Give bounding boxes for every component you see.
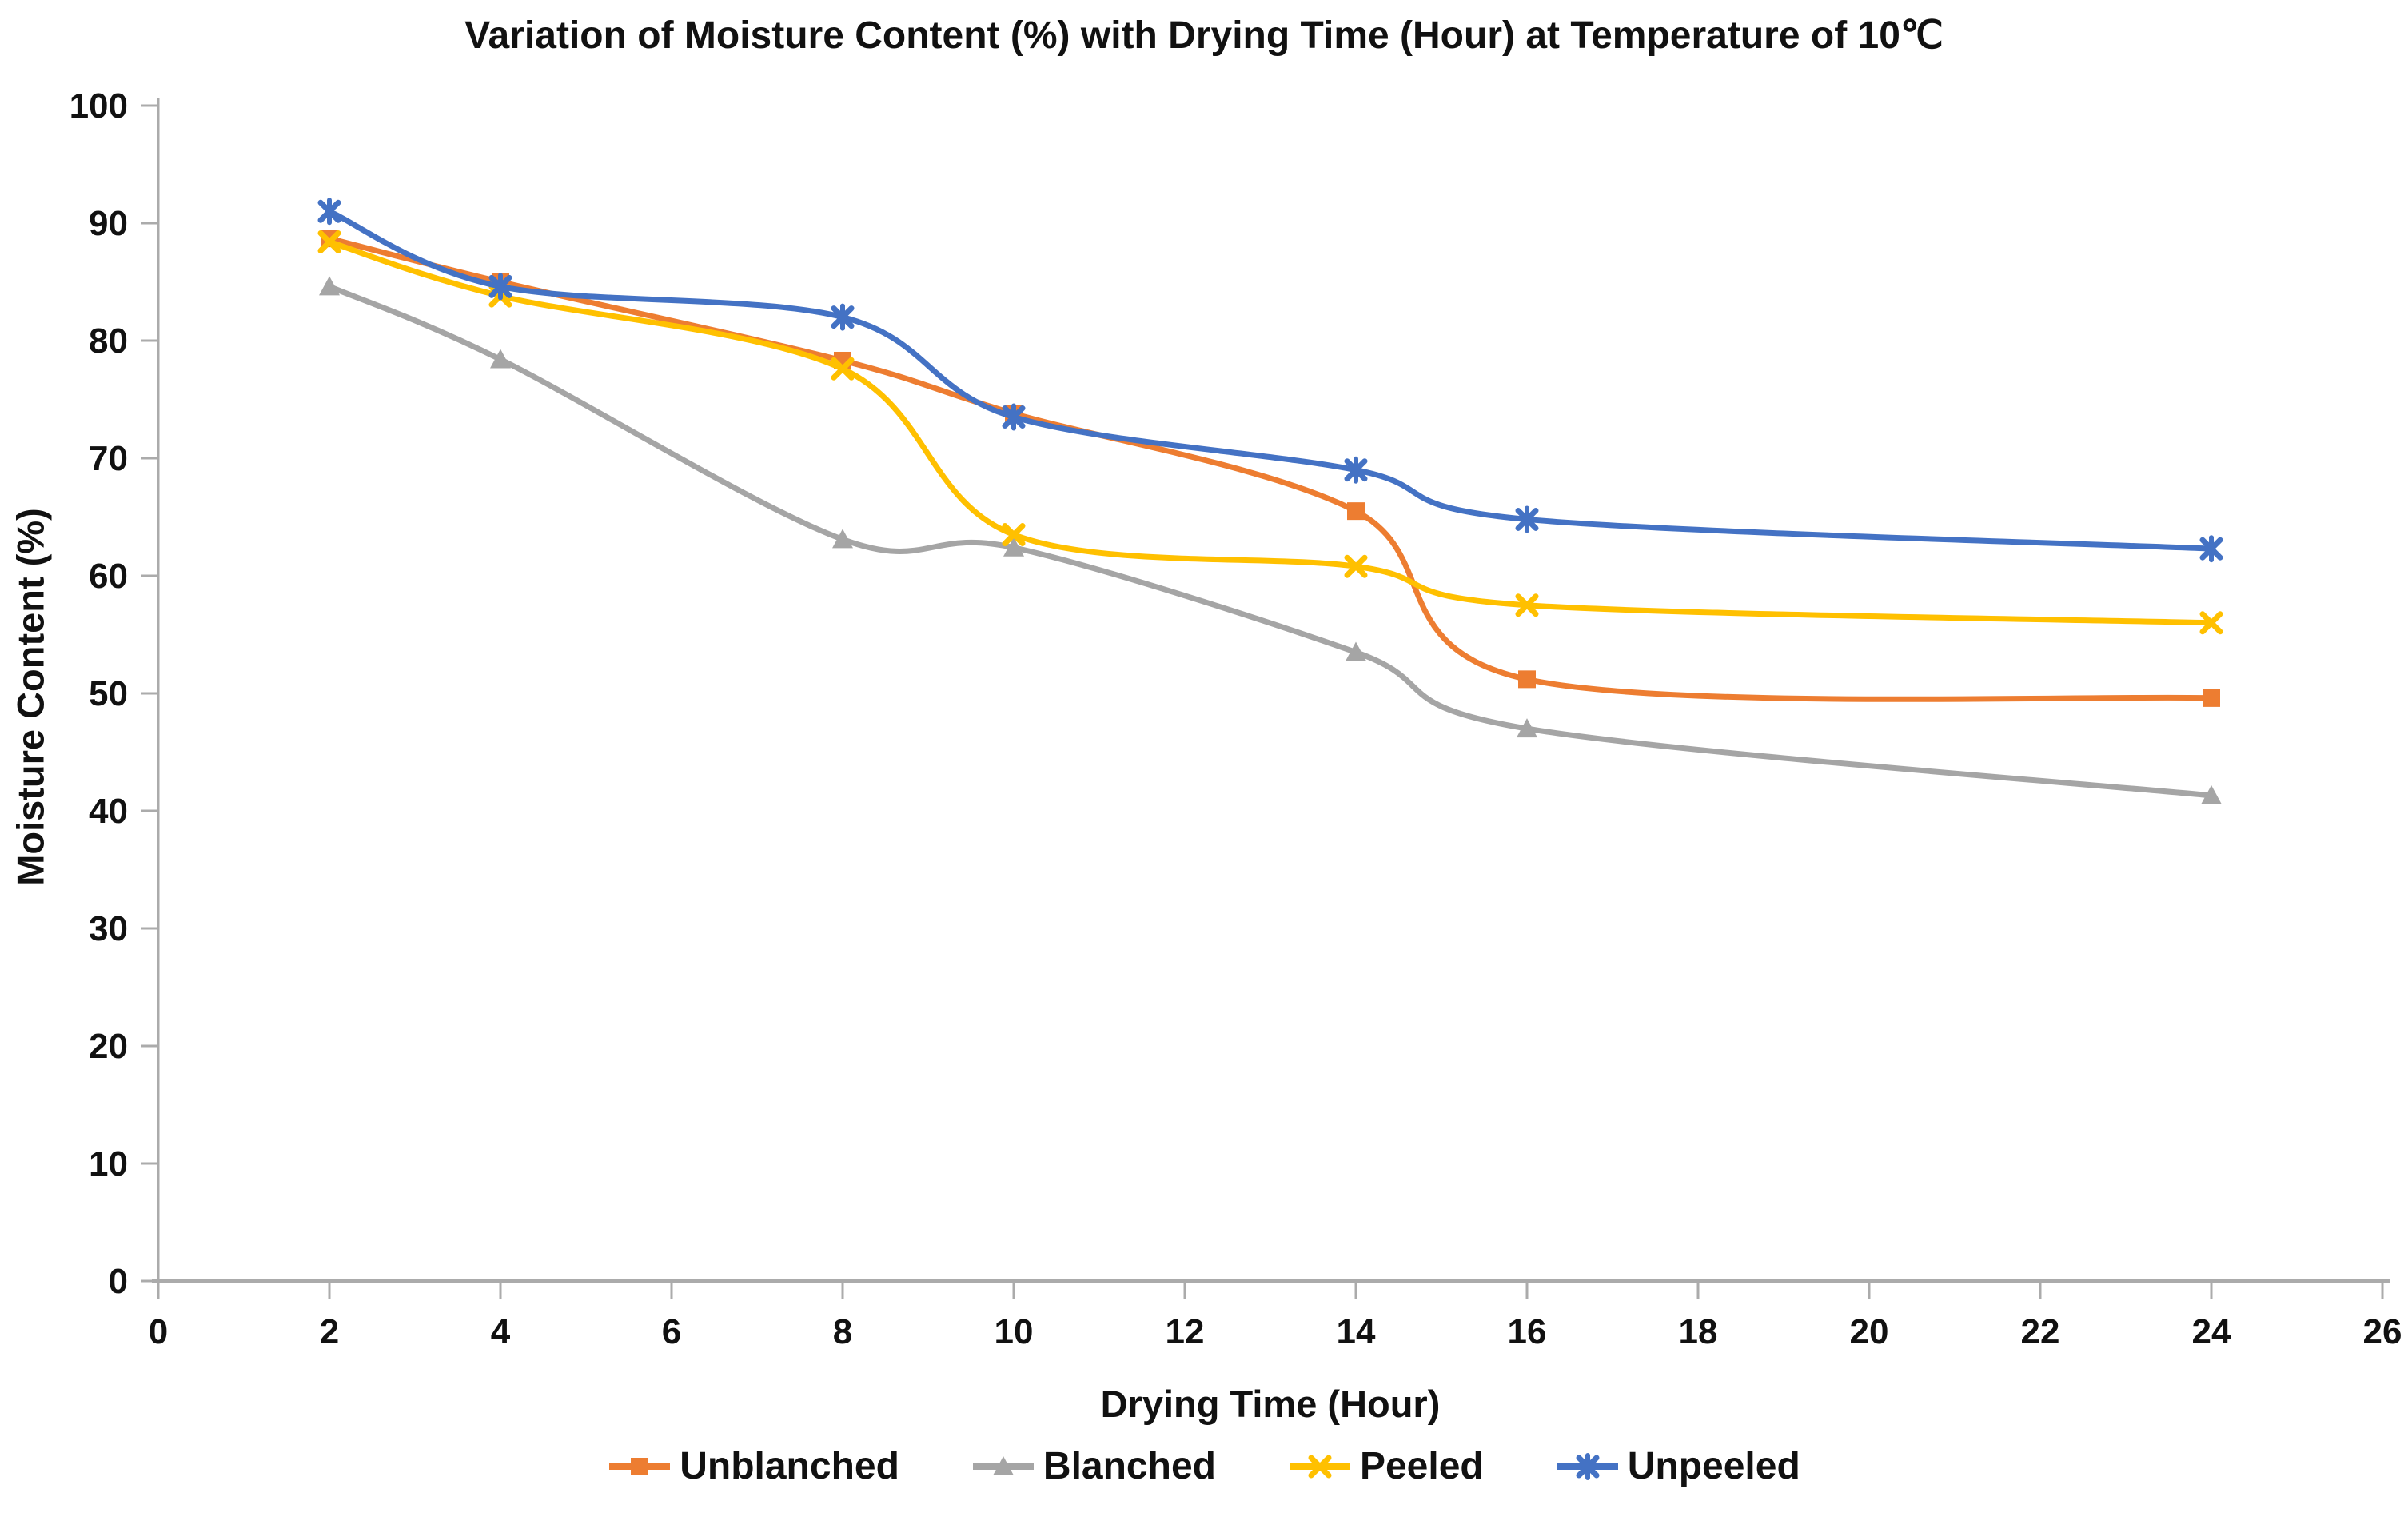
- legend-item-unblanched: Unblanched: [608, 1444, 899, 1488]
- marker-blanched: [490, 349, 511, 369]
- marker-peeled: [1515, 593, 1539, 617]
- legend-marker-unblanched-icon: [609, 1457, 671, 1475]
- legend-label-unpeeled: Unpeeled: [1627, 1445, 1800, 1487]
- marker-blanched: [1517, 718, 1537, 738]
- marker-peeled: [1344, 554, 1368, 578]
- x-tick-label: 24: [2192, 1312, 2231, 1351]
- x-tick-label: 12: [1166, 1312, 1205, 1351]
- y-tick-label: 70: [89, 439, 128, 478]
- y-tick-label: 50: [89, 674, 128, 713]
- chart-title: Variation of Moisture Content (%) with D…: [464, 14, 1944, 57]
- series-line-blanched: [326, 283, 2215, 799]
- marker-blanched: [2201, 784, 2222, 804]
- legend-marker-unpeeled-icon: [1557, 1452, 1618, 1480]
- y-tick-label: 90: [89, 204, 128, 243]
- x-tick-label: 16: [1508, 1312, 1547, 1351]
- x-axis-title: Drying Time (Hour): [1100, 1383, 1441, 1425]
- marker-blanched: [1346, 641, 1366, 661]
- marker-peeled: [1002, 523, 1026, 547]
- x-tick-label: 14: [1337, 1312, 1376, 1351]
- legend-marker-peeled-icon: [1289, 1455, 1350, 1478]
- marker-blanched: [319, 276, 340, 296]
- legend: Unblanched Blanched Peeled Unpeeled: [0, 1444, 2408, 1488]
- legend-item-peeled: Peeled: [1288, 1444, 1484, 1488]
- x-tick-label: 20: [1850, 1312, 1889, 1351]
- y-tick-label: 20: [89, 1027, 128, 1066]
- x-tick-label: 18: [1679, 1312, 1718, 1351]
- marker-peeled: [317, 230, 341, 254]
- marker-unblanched: [1518, 670, 1536, 689]
- series-line-unblanched: [326, 235, 2215, 702]
- x-tick-label: 10: [995, 1312, 1034, 1351]
- x-tick-label: 2: [320, 1312, 339, 1351]
- marker-peeled: [2199, 611, 2223, 635]
- y-axis-title: Moisture Content (%): [9, 508, 52, 886]
- marker-blanched: [1003, 537, 1024, 557]
- marker-blanched: [832, 529, 853, 549]
- legend-item-unpeeled: Unpeeled: [1556, 1444, 1800, 1488]
- x-tick-label: 22: [2021, 1312, 2060, 1351]
- y-tick-label: 60: [89, 557, 128, 596]
- marker-unblanched: [2203, 689, 2220, 707]
- y-tick-label: 10: [89, 1144, 128, 1184]
- y-tick-label: 80: [89, 321, 128, 361]
- x-tick-label: 0: [149, 1312, 168, 1351]
- x-tick-label: 26: [2363, 1312, 2402, 1351]
- y-tick-label: 100: [70, 86, 128, 126]
- y-tick-label: 0: [109, 1262, 128, 1301]
- x-tick-label: 4: [491, 1312, 511, 1351]
- marker-peeled: [831, 357, 855, 381]
- series-line-unpeeled: [326, 208, 2215, 552]
- legend-label-peeled: Peeled: [1359, 1445, 1484, 1487]
- legend-label-blanched: Blanched: [1043, 1445, 1216, 1487]
- x-tick-label: 8: [833, 1312, 852, 1351]
- x-tick-label: 6: [662, 1312, 681, 1351]
- marker-unblanched: [1347, 502, 1365, 521]
- legend-label-unblanched: Unblanched: [680, 1445, 899, 1487]
- legend-item-blanched: Blanched: [971, 1444, 1216, 1488]
- y-tick-label: 40: [89, 792, 128, 831]
- series-line-peeled: [326, 239, 2215, 626]
- legend-marker-blanched-icon: [972, 1455, 1034, 1475]
- y-tick-label: 30: [89, 909, 128, 948]
